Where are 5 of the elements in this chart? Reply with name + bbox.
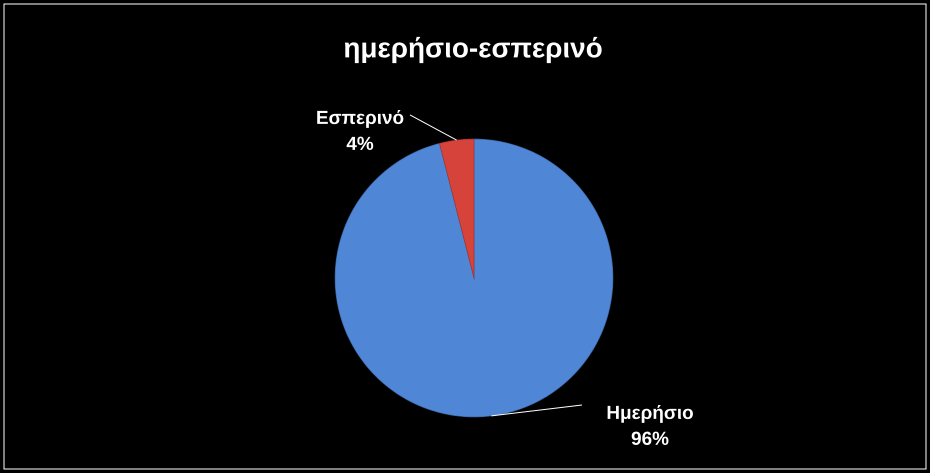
slice-label: Εσπερινό <box>317 110 404 128</box>
data-label: 4% <box>346 136 374 150</box>
slice-label: Ημερήσιο <box>608 404 693 423</box>
chart-title: ημερήσιο-εσπερινό <box>344 36 602 64</box>
data-label: 96% <box>632 432 668 445</box>
